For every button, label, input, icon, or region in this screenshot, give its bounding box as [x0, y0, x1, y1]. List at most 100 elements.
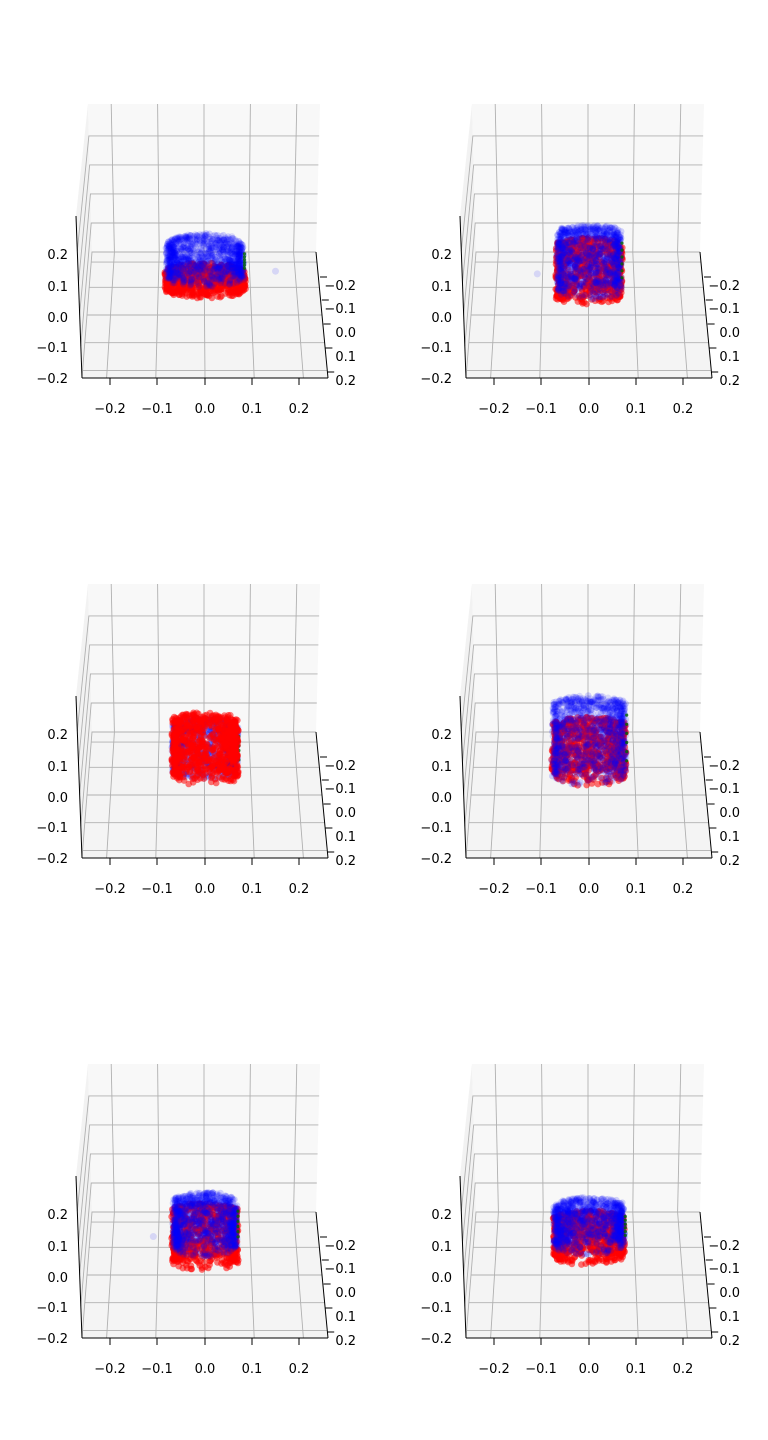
point	[180, 272, 187, 280]
point	[220, 243, 227, 251]
point	[610, 262, 618, 270]
point	[170, 268, 177, 276]
point	[570, 285, 577, 292]
point	[603, 265, 610, 272]
point	[553, 243, 560, 251]
x-tick-label: 0.2	[673, 402, 694, 417]
point	[576, 282, 583, 289]
y-tick-label: 0.1	[335, 830, 356, 845]
point	[612, 277, 620, 284]
y-tick-label: −0.2	[324, 279, 356, 294]
point	[164, 275, 172, 283]
x-tick-label: −0.2	[94, 402, 126, 417]
point	[587, 224, 595, 231]
point	[607, 244, 615, 251]
x-tick-label: −0.1	[525, 402, 557, 417]
x-tick-label: −0.1	[141, 882, 173, 897]
z-tick-label: −0.2	[36, 372, 68, 387]
subplot-1: −0.2 −0.1 0.0 0.1 0.2 −0.2 −0.1 0.0 0.1 0.2 −0.2 −0…	[36, 103, 356, 417]
point	[174, 256, 181, 264]
point	[578, 251, 586, 259]
z-tick-label: 0.2	[47, 248, 68, 263]
cloud-red	[161, 259, 249, 302]
outlier-point	[533, 270, 541, 278]
z-tick-label: −0.2	[36, 852, 68, 867]
point	[594, 280, 601, 288]
point	[242, 252, 247, 256]
x-tick-label: 0.0	[195, 402, 216, 417]
point	[204, 258, 212, 265]
x-tick-label: 0.2	[289, 402, 310, 417]
cloud-blue	[553, 222, 625, 303]
z-tick-label: −0.2	[420, 372, 452, 387]
point	[198, 268, 206, 275]
y-tick-label: 0.1	[335, 350, 356, 365]
z-tick-label: −0.1	[36, 821, 68, 836]
z-gridline	[76, 135, 320, 252]
z-tick-label: 0.0	[47, 791, 68, 806]
point	[217, 266, 225, 274]
point	[620, 241, 624, 245]
point	[226, 244, 233, 251]
point	[208, 271, 215, 279]
point	[208, 294, 216, 302]
point	[560, 249, 567, 257]
point	[557, 277, 565, 284]
z-axis-line	[75, 215, 83, 379]
x-tick-label: 0.1	[626, 402, 647, 417]
z-tick-label: −0.1	[36, 341, 68, 356]
cloud-blue	[162, 230, 248, 290]
z-tick-label: −0.1	[420, 341, 452, 356]
point	[601, 252, 609, 260]
point	[562, 262, 570, 269]
x-tick-label: 0.1	[242, 402, 263, 417]
x-tick-label: −0.1	[141, 402, 173, 417]
subplot-2: −0.2 −0.1 0.0 0.1 0.2−0.2−0.10.00.10.2−0.2−0…	[420, 103, 740, 417]
point	[237, 269, 245, 277]
point	[204, 231, 211, 239]
point	[620, 262, 624, 266]
point	[197, 246, 204, 253]
point	[620, 248, 624, 252]
point	[187, 278, 194, 286]
z-tick-label: 0.1	[47, 280, 68, 295]
z-gridline	[78, 164, 319, 283]
point	[560, 287, 567, 295]
x-tick-label: −0.2	[478, 402, 510, 417]
y-tick-label: 0.2	[335, 374, 356, 389]
point	[613, 286, 621, 294]
y-tick-label: −0.1	[708, 302, 740, 317]
y-tick-label: 0.0	[719, 326, 740, 341]
point	[242, 266, 247, 270]
point	[579, 222, 586, 229]
point	[570, 262, 578, 269]
y-tick-label: 0.2	[335, 854, 356, 869]
point	[203, 280, 211, 287]
point	[242, 255, 247, 259]
point	[236, 290, 244, 297]
point	[620, 255, 624, 259]
point	[242, 258, 247, 262]
x-tick-label: 0.1	[242, 882, 263, 897]
cloud-red	[168, 709, 242, 788]
point	[608, 293, 616, 301]
z-tick-label: 0.1	[431, 280, 452, 295]
point	[181, 244, 188, 252]
y-tick-label: 0.0	[335, 326, 356, 341]
z-tick-label: 0.0	[431, 311, 452, 326]
y-axis-line	[315, 251, 329, 379]
point	[193, 270, 200, 277]
point	[559, 226, 566, 233]
point	[232, 236, 239, 243]
point	[205, 243, 212, 250]
y-tick-label: −0.1	[324, 302, 356, 317]
point	[554, 235, 561, 243]
point	[587, 293, 594, 301]
z-tick-label: 0.0	[47, 311, 68, 326]
y-tick-label: −0.2	[708, 279, 740, 294]
point	[609, 228, 616, 236]
x-tick-label: 0.0	[579, 402, 600, 417]
x-tick-label: 0.2	[289, 882, 310, 897]
outlier-point	[272, 267, 279, 275]
y-tick-label: −0.2	[324, 759, 356, 774]
